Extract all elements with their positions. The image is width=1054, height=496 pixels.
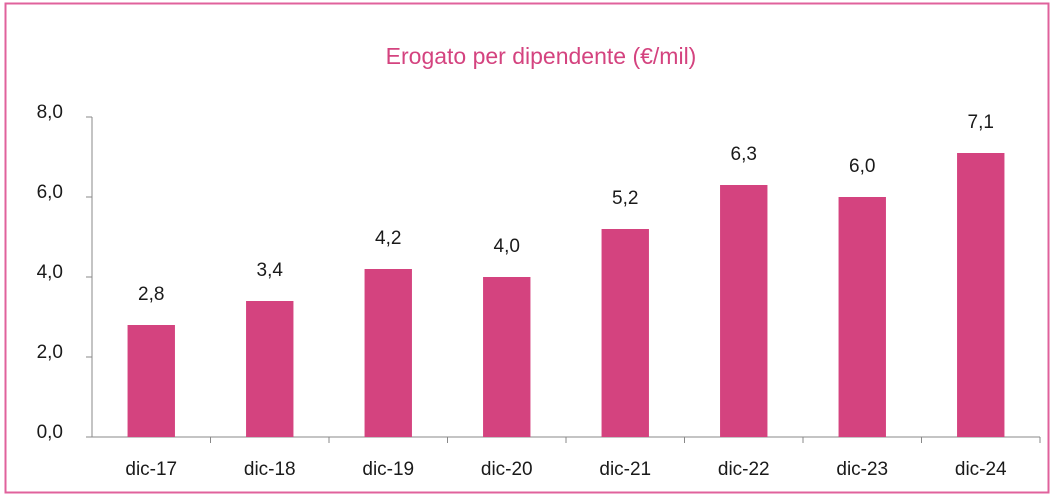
x-tick-label: dic-23 (836, 459, 888, 480)
y-tick-label: 6,0 (37, 182, 63, 203)
x-tick-label: dic-21 (599, 459, 651, 480)
y-tick-label: 8,0 (37, 102, 63, 123)
chart-title: Erogato per dipendente (€/mil) (386, 43, 697, 69)
data-label: 4,2 (375, 228, 401, 249)
data-label: 6,0 (849, 156, 875, 177)
x-tick-label: dic-18 (244, 459, 296, 480)
data-label: 7,1 (968, 112, 994, 133)
bar (720, 185, 768, 437)
bar (127, 325, 175, 437)
data-label: 5,2 (612, 188, 638, 209)
x-tick-label: dic-20 (481, 459, 533, 480)
y-tick-label: 0,0 (37, 422, 63, 443)
data-label: 6,3 (731, 144, 757, 165)
bar (601, 229, 649, 437)
x-tick-label: dic-22 (718, 459, 770, 480)
bar (957, 153, 1005, 437)
x-tick-label: dic-24 (955, 459, 1007, 480)
x-tick-label: dic-19 (362, 459, 414, 480)
data-label: 3,4 (257, 260, 284, 281)
x-tick-label: dic-17 (125, 459, 177, 480)
bar (483, 277, 531, 437)
y-tick-label: 4,0 (37, 262, 63, 283)
bar (364, 269, 412, 437)
y-tick-label: 2,0 (37, 342, 63, 363)
data-label: 2,8 (138, 284, 164, 305)
bar (838, 197, 886, 437)
bar (246, 301, 294, 437)
data-label: 4,0 (494, 236, 520, 257)
